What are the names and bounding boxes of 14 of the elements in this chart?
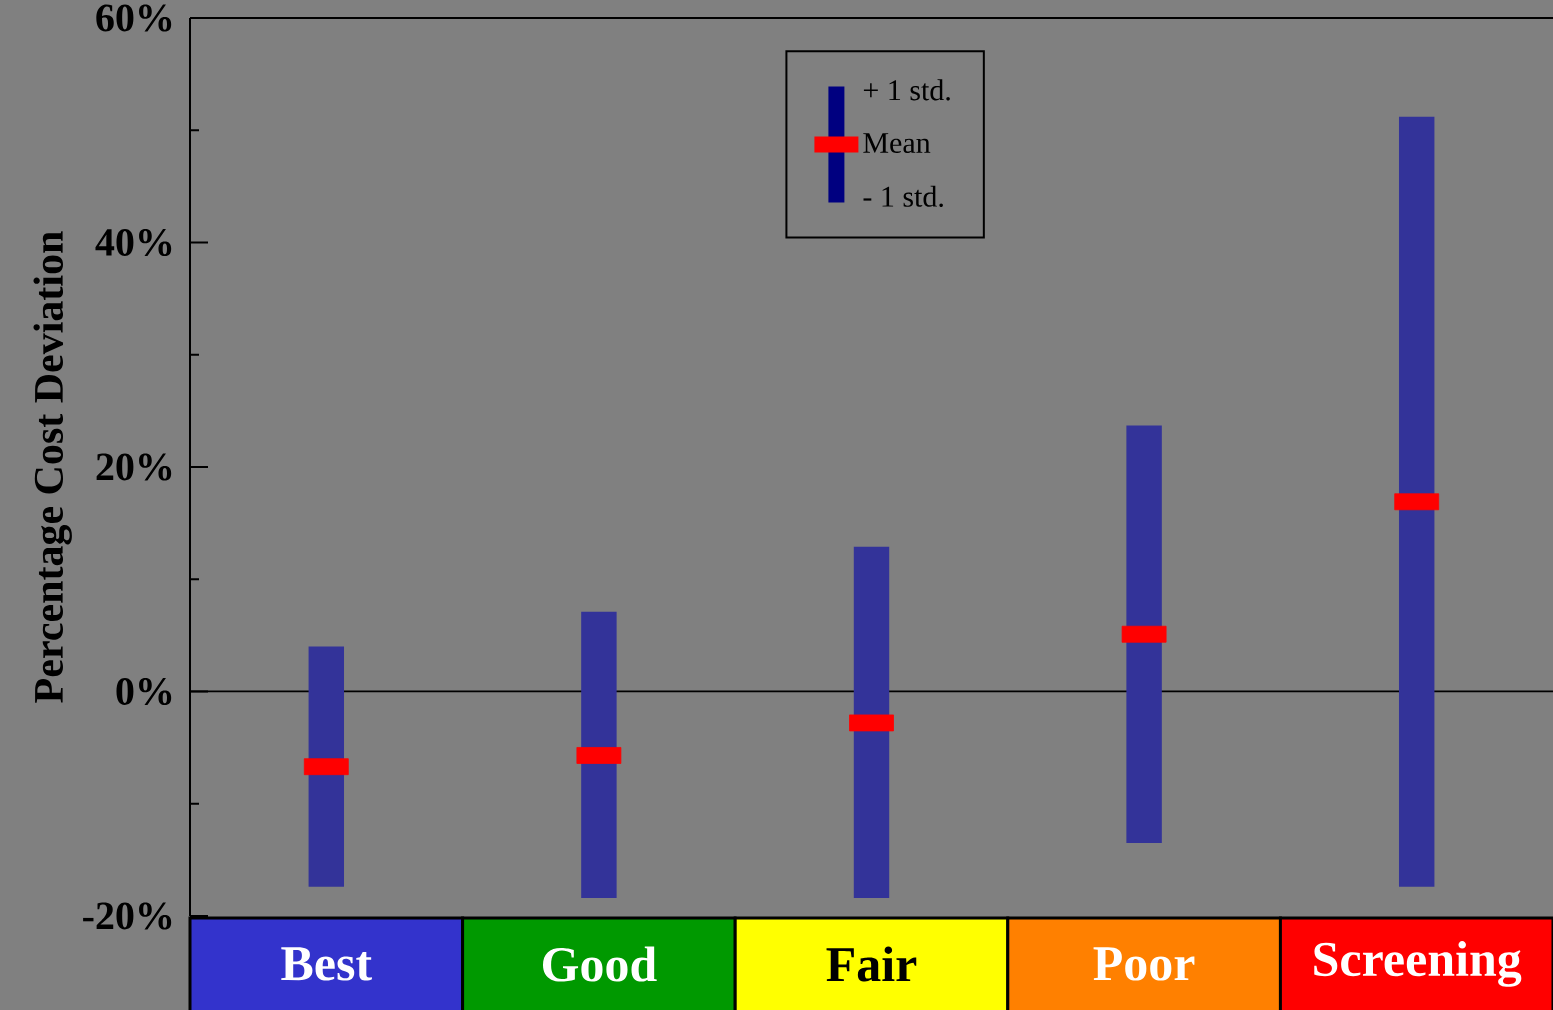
y-tick-label: 60% (96, 4, 172, 32)
y-tick-label: 40% (95, 228, 172, 257)
x-tick-label: Poor (1093, 947, 1195, 981)
y-tick-label: -20% (83, 902, 172, 930)
annotation: - 1 std. (863, 185, 943, 208)
x-tick-label: Good (543, 946, 657, 982)
x-tick-label: Best (281, 947, 372, 981)
x-tick-label: Fair (826, 946, 917, 982)
x-tick-label: Screening (1314, 941, 1522, 987)
y-tick-label: 20% (96, 453, 172, 481)
y-axis-title: Percentage Cost Deviation (33, 231, 72, 703)
legend-label: Mean (863, 133, 931, 154)
y-tick-label: 0% (116, 677, 172, 706)
annotation: + 1 std. (863, 79, 950, 101)
